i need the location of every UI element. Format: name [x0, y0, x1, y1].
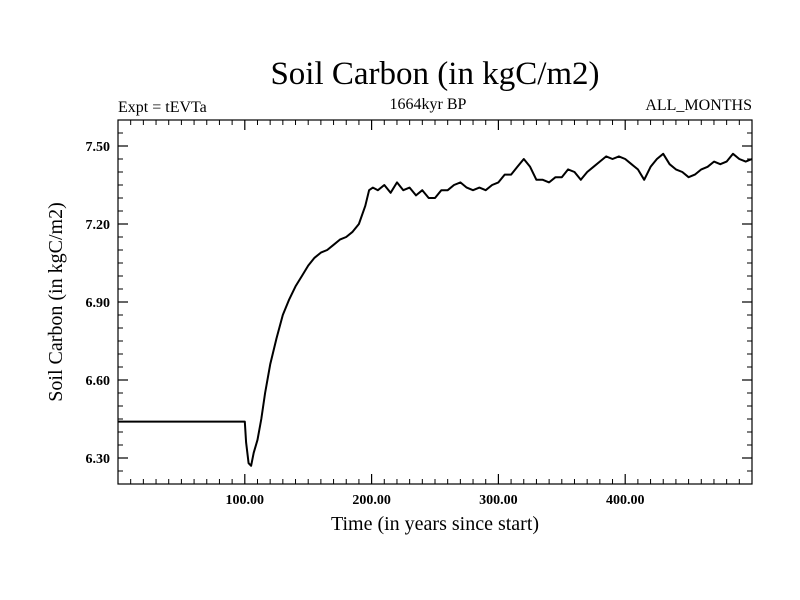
y-tick-label: 6.90	[86, 296, 111, 311]
period-label: 1664kyr BP	[390, 96, 467, 113]
x-tick-label: 200.00	[352, 493, 391, 508]
experiment-label: Expt = tEVTa	[118, 99, 207, 116]
soil-carbon-line	[118, 152, 753, 467]
x-tick-label: 400.00	[606, 493, 645, 508]
y-axis-ticks: 6.30 6.60 6.90 7.20 7.50	[86, 119, 752, 485]
y-axis-label: Soil Carbon (in kgC/m2)	[45, 202, 67, 401]
plot-frame	[117, 119, 753, 485]
y-tick-label: 7.50	[86, 140, 111, 155]
x-axis-label: Time (in years since start)	[331, 513, 539, 535]
y-tick-label: 6.60	[86, 374, 111, 389]
x-axis-ticks: 100.00 200.00 300.00 400.00	[130, 120, 740, 508]
x-tick-label: 100.00	[226, 493, 265, 508]
y-tick-label: 6.30	[86, 452, 111, 467]
x-tick-label: 300.00	[479, 493, 518, 508]
y-tick-label: 7.20	[86, 218, 111, 233]
months-label: ALL_MONTHS	[645, 97, 752, 114]
chart-title: Soil Carbon (in kgC/m2)	[270, 56, 599, 92]
